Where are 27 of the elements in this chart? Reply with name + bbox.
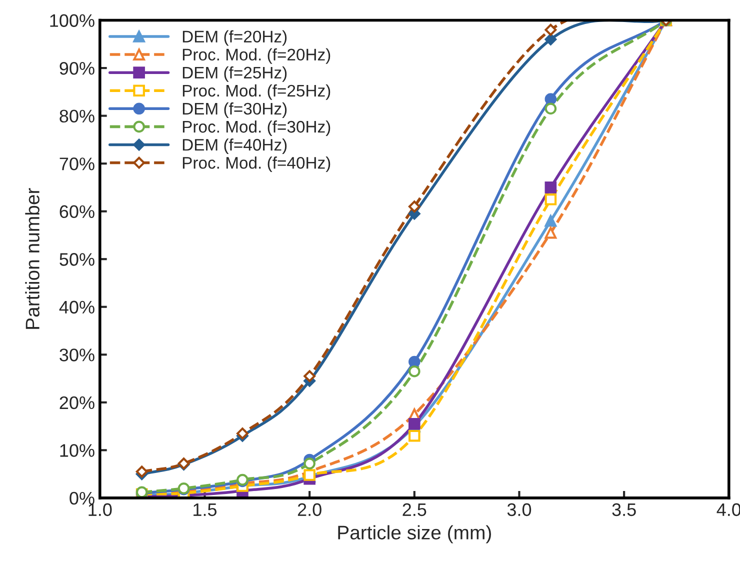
x-tick-label: 1.5 <box>194 503 217 516</box>
x-tick-label: 3.5 <box>612 503 636 516</box>
legend-label: Proc. Mod. (f=40Hz) <box>182 156 330 172</box>
y-axis-title: Partition number <box>25 188 40 329</box>
y-tick-label: 40% <box>59 300 94 314</box>
y-tick-label: 0% <box>70 492 94 505</box>
legend-label: Proc. Mod. (f=20Hz) <box>182 48 330 64</box>
y-tick-label: 70% <box>60 158 94 170</box>
y-tick-label: 50% <box>60 253 94 266</box>
y-tick-label: 60% <box>60 205 94 218</box>
legend-label: Proc. Mod. (f=30Hz) <box>182 120 330 136</box>
y-tick-label: 80% <box>60 110 94 123</box>
x-axis-title: Particle size (mm) <box>338 525 491 544</box>
x-tick-label: 2.0 <box>298 503 322 516</box>
y-tick-label: 10% <box>60 444 94 457</box>
y-tick-label: 100% <box>50 14 94 27</box>
legend-label: DEM (f=30Hz) <box>182 102 287 118</box>
y-tick-label: 30% <box>60 348 94 362</box>
y-tick-label: 90% <box>60 62 94 75</box>
x-tick-label: 3.0 <box>507 503 532 516</box>
x-tick-label: 1.0 <box>88 503 112 516</box>
legend-label: DEM (f=20Hz) <box>182 30 287 46</box>
legend-label: Proc. Mod. (f=25Hz) <box>182 84 330 100</box>
legend-label: DEM (f=25Hz) <box>182 66 287 82</box>
y-tick-label: 20% <box>60 396 94 410</box>
legend-label: DEM (f=40Hz) <box>182 138 287 154</box>
x-tick-label: 2.5 <box>402 503 426 516</box>
